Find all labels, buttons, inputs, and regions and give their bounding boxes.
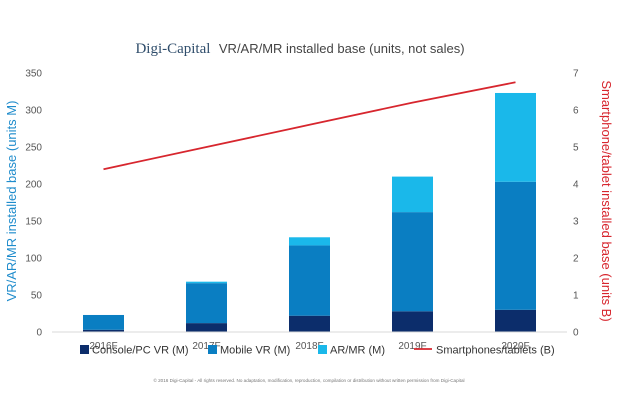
- x-axis-tick-label: 2017F: [192, 341, 220, 352]
- x-axis: 2016F 2017F 2018F 2019F 2020F: [52, 331, 567, 352]
- copyright-notice: © 2016 Digi-Capital - All rights reserve…: [153, 377, 464, 383]
- left-axis-tick-label: 50: [31, 291, 43, 302]
- left-axis-tick-label: 0: [36, 328, 42, 339]
- bar-mobile-vr-m: [289, 245, 330, 316]
- right-axis-tick-label: 7: [573, 69, 579, 80]
- x-axis-tick-label: 2020F: [501, 341, 529, 352]
- right-axis-tick-label: 3: [573, 217, 579, 228]
- legend-swatch: [318, 345, 327, 354]
- bar-console-pc-vr-m: [289, 315, 330, 332]
- chart-title-text: VR/AR/MR installed base (units, not sale…: [219, 41, 465, 56]
- legend-swatch: [208, 345, 217, 354]
- bar-mobile-vr-m: [392, 212, 433, 312]
- legend-label: AR/MR (M): [330, 345, 385, 357]
- legend: Console/PC VR (M) Mobile VR (M) AR/MR (M) S…: [80, 345, 555, 357]
- line-series-group: [103, 81, 516, 171]
- left-axis-tick-label: 350: [25, 69, 42, 80]
- legend-label: Smartphones/tablets (B): [436, 345, 555, 357]
- right-axis-tick-label: 5: [573, 143, 579, 154]
- bar-mobile-vr-m: [495, 181, 536, 310]
- bar-console-pc-vr-m: [186, 323, 227, 332]
- bar-ar-mr-m: [495, 92, 536, 182]
- left-axis-label: VR/AR/MR installed base (units M): [4, 101, 19, 302]
- x-axis-tick-label: 2018F: [295, 341, 323, 352]
- bar-console-pc-vr-m: [495, 309, 536, 332]
- left-axis: 0 50 100 150 200 250 300 350: [25, 69, 42, 339]
- bar-series-group: [83, 92, 536, 332]
- chart-title-brand: Digi-Capital: [135, 41, 210, 57]
- bar-ar-mr-m: [289, 237, 330, 246]
- right-axis-label: Smartphone/tablet installed base (units …: [599, 80, 614, 321]
- bar-ar-mr-m: [392, 176, 433, 213]
- x-axis-tick-label: 2019F: [398, 341, 426, 352]
- right-axis-tick-label: 4: [573, 180, 579, 191]
- legend-swatch: [80, 345, 89, 354]
- bar-mobile-vr-m: [83, 314, 124, 330]
- bar-console-pc-vr-m: [83, 329, 124, 332]
- x-axis-tick-label: 2016F: [89, 341, 117, 352]
- right-axis-tick-label: 2: [573, 254, 579, 265]
- right-axis-tick-label: 0: [573, 328, 579, 339]
- bar-ar-mr-m: [186, 281, 227, 284]
- left-axis-tick-label: 200: [25, 180, 42, 191]
- left-axis-tick-label: 300: [25, 106, 42, 117]
- left-axis-tick-label: 100: [25, 254, 42, 265]
- legend-label: Mobile VR (M): [220, 345, 290, 357]
- left-axis-tick-label: 150: [25, 217, 42, 228]
- chart-title: Digi-Capital VR/AR/MR installed base (un…: [135, 40, 464, 57]
- right-axis-tick-label: 1: [573, 291, 579, 302]
- legend-label: Console/PC VR (M): [92, 345, 189, 357]
- right-axis-tick-label: 6: [573, 106, 579, 117]
- bar-mobile-vr-m: [186, 283, 227, 324]
- left-axis-tick-label: 250: [25, 143, 42, 154]
- line-smartphones-tablets: [103, 81, 516, 171]
- bar-console-pc-vr-m: [392, 311, 433, 332]
- right-axis: 0 1 2 3 4 5 6 7: [573, 69, 579, 339]
